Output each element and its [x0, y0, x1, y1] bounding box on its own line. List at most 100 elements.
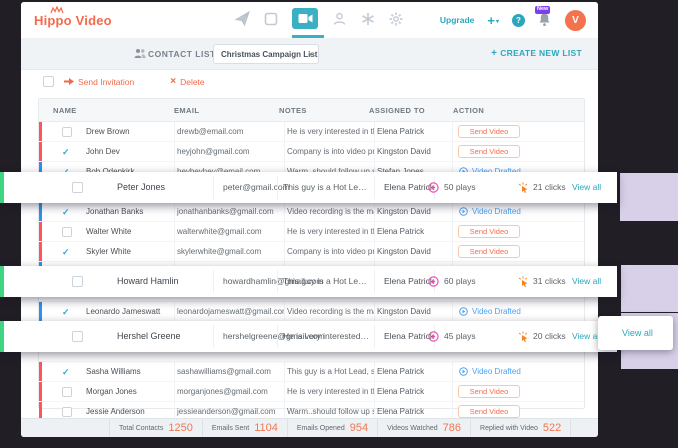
brand-logo[interactable]: Hippo Video	[34, 6, 112, 28]
col-name: NAME	[53, 106, 77, 115]
plays-count: 45 plays	[444, 331, 476, 341]
send-video-button[interactable]: Send Video	[458, 245, 520, 258]
view-all-link[interactable]: View all	[572, 182, 602, 192]
assigned-to: Kingston David	[375, 302, 453, 321]
assigned-to: Kingston David	[375, 142, 453, 161]
contact-list-title: CONTACT LIST	[148, 49, 216, 59]
send-video-button[interactable]: Send Video	[458, 225, 520, 238]
send-video-button[interactable]: Send Video	[458, 145, 520, 158]
assigned-to: Elena Patrick	[375, 362, 453, 381]
row-checkbox[interactable]	[72, 182, 83, 193]
row-checkbox-checked[interactable]: ✓	[62, 306, 70, 317]
table-row[interactable]: ✓ Sasha Williams sashawilliams@gmail.com…	[39, 362, 584, 382]
contact-name: Peter Jones	[117, 182, 166, 192]
video-drafted-link[interactable]: Video Drafted	[459, 207, 521, 216]
contact-name: Skyler White	[83, 242, 175, 261]
plays-count: 50 plays	[444, 182, 476, 192]
assigned-to: Kingston David	[375, 202, 453, 221]
delete-button[interactable]: × Delete	[170, 76, 205, 87]
nav-icon-group	[235, 2, 403, 35]
row-checkbox-checked[interactable]: ✓	[62, 146, 70, 157]
assigned-to: Elena Patrick	[384, 276, 435, 286]
highlighted-contact-row[interactable]: Howard Hamlin howardhamlin@gmail.com Thi…	[0, 266, 617, 297]
view-all-link[interactable]: View all	[572, 331, 602, 341]
table-row[interactable]: ✓ Jonathan Banks jonathanbanks@gmail.com…	[39, 202, 584, 222]
video-camera-icon[interactable]	[292, 8, 318, 29]
row-checkbox[interactable]	[72, 276, 83, 287]
user-avatar[interactable]: V	[565, 9, 586, 31]
table-row[interactable]: Morgan Jones morganjones@gmail.com He is…	[39, 382, 584, 402]
contact-email: drewb@email.com	[175, 122, 285, 141]
status-bar	[39, 142, 42, 161]
row-checkbox-checked[interactable]: ✓	[62, 246, 70, 257]
delete-label: Delete	[180, 76, 205, 87]
assigned-to: Kingston David	[375, 242, 453, 261]
assigned-to: Elena Patrick	[375, 122, 453, 141]
video-drafted-link[interactable]: Video Drafted	[459, 307, 521, 316]
contact-name: Bob Odenkirk	[83, 162, 175, 181]
upgrade-link[interactable]: Upgrade	[439, 15, 475, 25]
table-row[interactable]: ✓ Leonardo Jameswatt leonardojameswatt@g…	[39, 302, 584, 322]
send-icon[interactable]	[235, 11, 250, 26]
row-checkbox[interactable]	[62, 226, 72, 237]
integrations-icon[interactable]	[361, 12, 375, 26]
settings-icon[interactable]	[389, 12, 403, 26]
select-all-checkbox[interactable]	[43, 76, 54, 87]
row-checkbox[interactable]	[72, 331, 83, 342]
status-bar	[39, 202, 42, 221]
send-arrow-icon	[64, 78, 74, 85]
row-checkbox-checked[interactable]: ✓	[62, 167, 70, 177]
notifications-bell[interactable]: New	[535, 6, 552, 28]
table-row[interactable]: ✓ Skyler White skylerwhite@gmail.com Com…	[39, 242, 584, 262]
contacts-icon[interactable]	[332, 12, 347, 26]
status-bar	[39, 402, 42, 421]
table-row[interactable]: Walter White walterwhite@gmail.com He is…	[39, 222, 584, 242]
contact-email: walterwhite@gmail.com	[175, 222, 285, 241]
bell-icon	[539, 13, 550, 26]
send-invitation-button[interactable]: Send Invitation	[64, 77, 134, 87]
create-new-list-button[interactable]: + CREATE NEW LIST	[491, 48, 582, 59]
highlighted-contact-row[interactable]: Peter Jones peter@gmail.com This guy is …	[0, 172, 617, 203]
active-tab-underline	[292, 35, 324, 38]
contact-email: howardhamlin@gmail.com	[223, 276, 324, 286]
background-accent	[621, 265, 678, 312]
table-row[interactable]: Drew Brown drewb@email.com He is very in…	[39, 122, 584, 142]
plus-icon: +	[487, 12, 495, 28]
row-behind-overlay	[39, 282, 584, 302]
row-checkbox[interactable]	[62, 126, 72, 137]
row-checkbox-checked[interactable]: ✓	[62, 206, 70, 217]
footer-stats-bar: Total Contacts 1250 Emails Sent 1104 Email…	[21, 418, 598, 437]
status-bar	[39, 302, 42, 321]
status-bar	[39, 162, 42, 181]
assigned-to: Elena Patrick	[384, 182, 435, 192]
crown-icon	[50, 6, 64, 14]
quick-create-button[interactable]: + ▾	[487, 13, 499, 28]
contact-name: John Dev	[83, 142, 175, 161]
view-all-tooltip[interactable]: View all	[598, 316, 673, 350]
clicks-count: 20 clicks	[533, 331, 566, 341]
highlighted-contact-row[interactable]: Hershel Greene hershelgreene@gmail.com H…	[0, 321, 617, 352]
status-bar	[39, 382, 42, 401]
view-all-link[interactable]: View all	[622, 328, 653, 338]
contacts-table: NAME EMAIL NOTES ASSIGNED TO ACTION Drew…	[38, 98, 585, 422]
send-video-button[interactable]: Send Video	[458, 385, 520, 398]
clicks-count: 31 clicks	[533, 276, 566, 286]
view-all-link[interactable]: View all	[572, 276, 602, 286]
campaign-list-dropdown[interactable]: Christmas Campaign List ▾	[213, 44, 319, 64]
table-row[interactable]: ✓ John Dev heyjohn@gmail.com Company is …	[39, 142, 584, 162]
help-icon[interactable]: ?	[512, 13, 525, 27]
contact-notes: This guy is a Hot Lead, so...	[283, 276, 369, 286]
contact-name: Howard Hamlin	[117, 276, 179, 286]
row-checkbox[interactable]	[62, 406, 72, 417]
send-video-button[interactable]: Send Video	[458, 405, 520, 418]
screen-icon[interactable]	[264, 12, 278, 26]
contact-list-header: CONTACT LIST Christmas Campaign List ▾ +…	[21, 38, 598, 70]
video-drafted-link[interactable]: Video Drafted	[459, 367, 521, 376]
row-checkbox[interactable]	[62, 386, 72, 397]
send-video-button[interactable]: Send Video	[458, 125, 520, 138]
col-email: EMAIL	[174, 106, 200, 115]
stat-emails-sent: Emails Sent 1104	[201, 419, 287, 437]
row-checkbox-checked[interactable]: ✓	[62, 366, 70, 377]
play-circle-icon	[459, 207, 468, 216]
